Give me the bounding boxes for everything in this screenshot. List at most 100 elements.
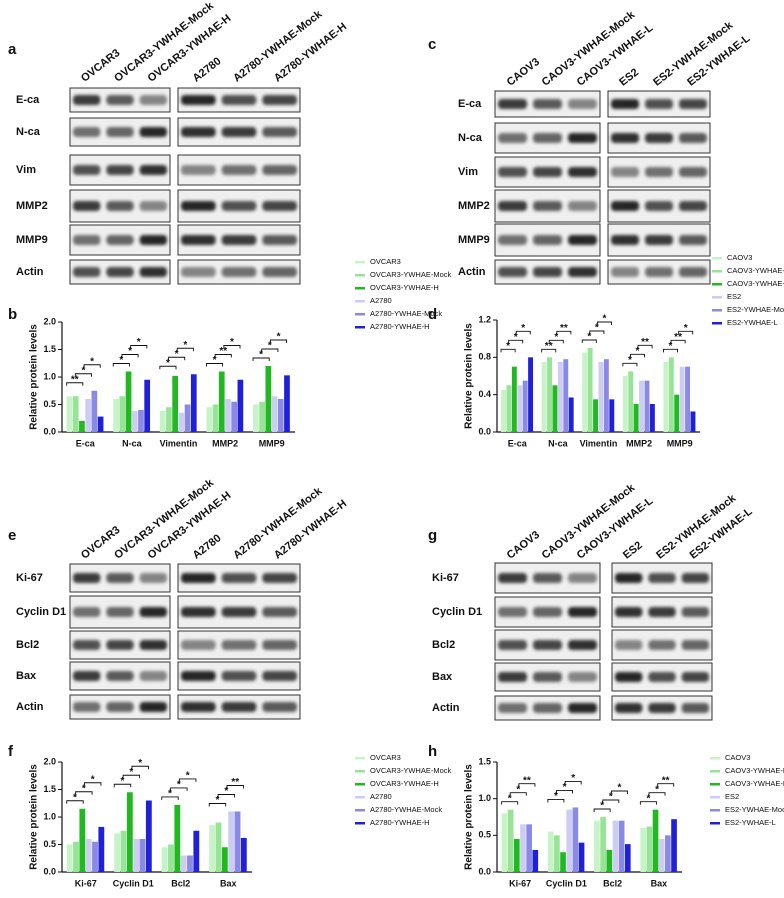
sig-bracket (161, 796, 179, 800)
bar (606, 850, 613, 872)
y-tick-label: 0.8 (478, 352, 491, 362)
sig-bracket (223, 345, 241, 349)
sig-star: * (514, 332, 518, 343)
legend-label: CAOV3-YWHAE-L (727, 279, 784, 288)
blot-band (615, 640, 643, 650)
blot-band (106, 201, 134, 211)
sig-star: * (603, 314, 607, 325)
bar (237, 379, 244, 432)
legend-swatch (710, 809, 720, 812)
sig-star: * (628, 355, 632, 366)
sig-bracket (556, 790, 573, 794)
bar (640, 828, 647, 872)
row-label: N-ca (16, 126, 41, 138)
bar (138, 410, 144, 432)
sig-bracket (66, 382, 84, 386)
lane-label: ES2 (617, 66, 641, 88)
sig-bracket (131, 765, 149, 770)
bar (593, 399, 598, 432)
bar (513, 839, 520, 872)
bar (145, 800, 152, 872)
bar (144, 379, 151, 432)
legend-label: ES2 (725, 792, 739, 801)
blot-band (221, 127, 257, 137)
bar (120, 830, 127, 872)
blot-band (611, 167, 639, 177)
sig-bracket (508, 339, 524, 344)
legend-label: A2780-YWHAE-H (370, 322, 430, 331)
blot-band (221, 201, 257, 211)
bar (193, 830, 200, 872)
sig-bracket (593, 808, 611, 812)
blot-band (648, 640, 676, 650)
blot-band (681, 703, 709, 713)
sig-star: * (563, 782, 567, 793)
sig-star: * (669, 341, 673, 352)
sig-bracket (122, 774, 141, 779)
sig-star: * (119, 355, 123, 366)
bar (174, 804, 181, 872)
x-tick-label: Bcl2 (603, 878, 622, 888)
bar (91, 390, 98, 432)
blot-band (139, 671, 167, 681)
y-tick-label: 0.0 (478, 426, 491, 436)
legend-swatch (355, 326, 365, 329)
legend-label: ES2-YWHAE-L (725, 818, 776, 827)
sig-star: * (224, 786, 228, 797)
row-label: Actin (432, 702, 460, 714)
blot-band (568, 640, 597, 650)
legend-swatch (710, 757, 720, 760)
blot-band (106, 640, 134, 650)
legend-label: ES2-YWHAE-Mock (727, 305, 784, 314)
bar (511, 366, 517, 432)
bar (253, 404, 259, 432)
bar (598, 362, 604, 432)
bar (541, 362, 547, 432)
sig-bracket (168, 356, 186, 361)
y-tick-label: 2.0 (43, 756, 56, 766)
blot-band (648, 703, 676, 713)
lane-label: CAOV3 (505, 529, 542, 562)
blot-band (139, 235, 167, 245)
sig-star: * (268, 341, 272, 352)
blot-band (498, 640, 527, 650)
lane-label: A2780 (191, 55, 224, 84)
sig-bracket (75, 791, 93, 795)
sig-star: * (259, 350, 263, 361)
x-tick-label: N-ca (548, 438, 569, 448)
blot-band (498, 133, 527, 143)
bar (73, 841, 79, 872)
blot-band (221, 607, 257, 617)
bar (218, 371, 225, 432)
blot-band (498, 573, 527, 583)
blot-band (679, 267, 707, 277)
bar (618, 820, 625, 872)
blot-band (568, 235, 597, 245)
sig-star: * (128, 346, 132, 357)
blot-band (221, 671, 257, 681)
legend-label: OVCAR3 (370, 257, 401, 266)
legend-swatch (712, 296, 722, 299)
legend-swatch (355, 274, 365, 277)
blot-band (262, 165, 297, 175)
bar (679, 366, 685, 432)
blot-band (648, 573, 676, 583)
sig-star: * (137, 337, 141, 348)
blot-band (611, 201, 639, 211)
blot-band (498, 267, 527, 277)
blot-band (262, 201, 297, 211)
blot-band (181, 702, 216, 712)
sig-bracket (648, 792, 666, 796)
blot-band (139, 573, 167, 583)
panel-letter: e (8, 527, 16, 544)
y-tick-label: 1.0 (478, 793, 491, 803)
blot-band (262, 127, 297, 137)
blot-band (181, 671, 216, 681)
sig-bracket (581, 339, 597, 343)
blot-band (615, 672, 643, 682)
x-tick-label: Ki-67 (509, 878, 531, 888)
bar (172, 375, 178, 432)
bar (259, 401, 265, 432)
bar (180, 855, 187, 872)
